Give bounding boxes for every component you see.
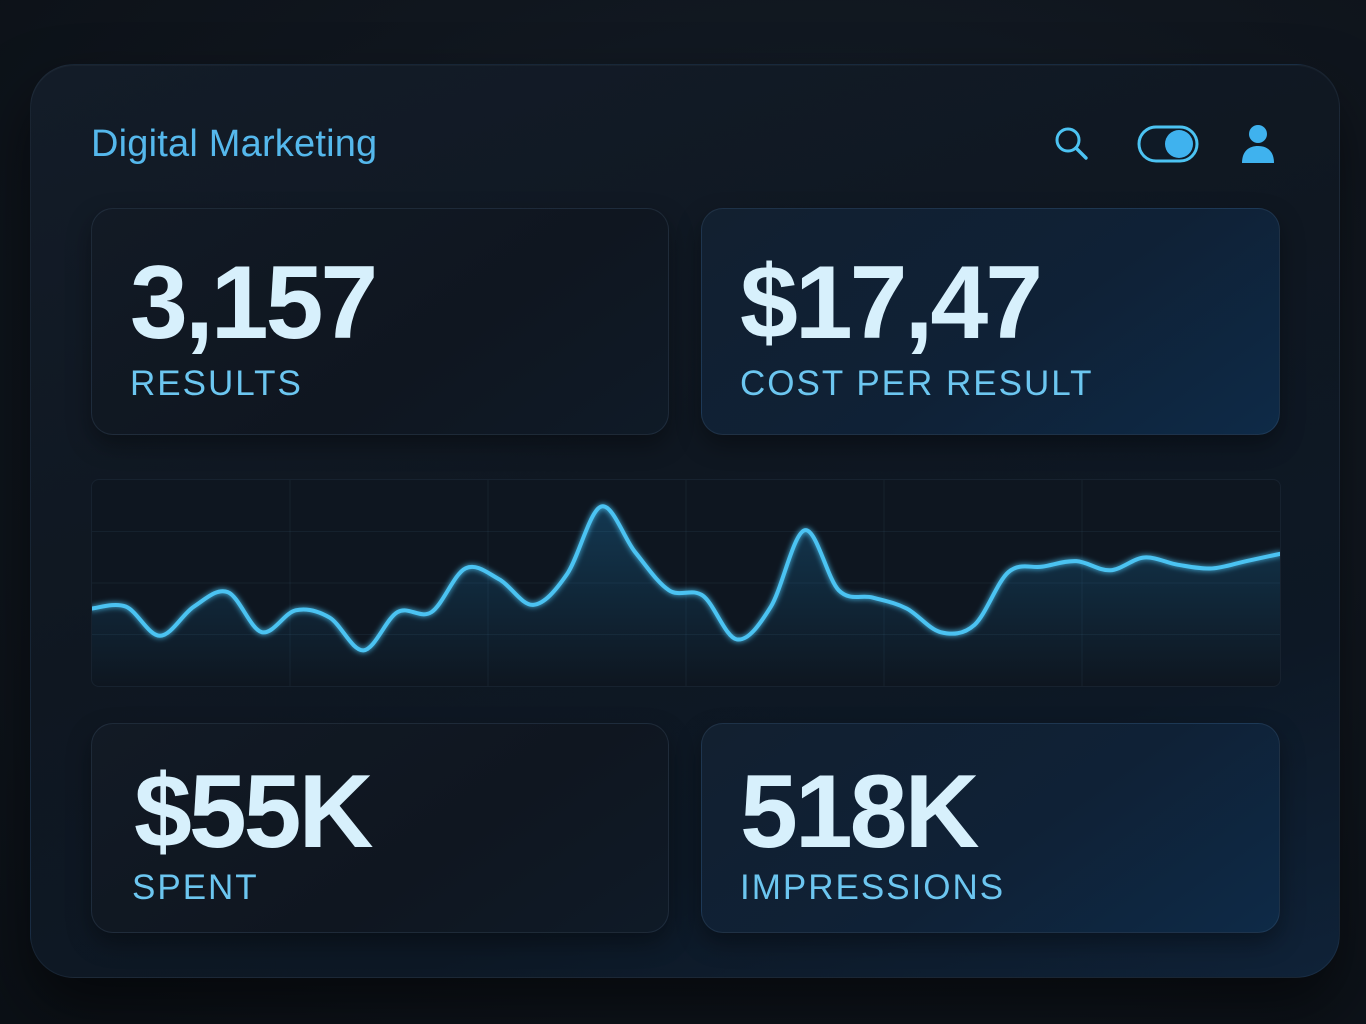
chart-data-point xyxy=(837,588,841,592)
chart-data-point xyxy=(1210,566,1214,570)
chart-data-point xyxy=(395,610,399,614)
impressions-card: 518K IMPRESSIONS xyxy=(701,723,1280,933)
chart-data-point xyxy=(599,505,603,509)
chart-data-point xyxy=(1142,556,1146,560)
chart-data-point xyxy=(497,577,501,581)
spent-label: SPENT xyxy=(132,868,259,907)
chart-data-point xyxy=(1006,570,1010,574)
results-card: 3,157 RESULTS xyxy=(91,208,669,435)
chart-data-point xyxy=(565,572,569,576)
chart-data-point xyxy=(939,630,943,634)
chart-data-point xyxy=(192,605,196,609)
chart-data-point xyxy=(769,605,773,609)
chart-data-point xyxy=(701,594,705,598)
chart-data-point xyxy=(803,528,807,532)
chart-data-point xyxy=(871,596,875,600)
chart-data-point xyxy=(973,623,977,627)
chart-data-point xyxy=(260,630,264,634)
results-label: RESULTS xyxy=(130,364,303,403)
chart-data-point xyxy=(226,590,230,594)
chart-data-point xyxy=(1176,563,1180,567)
spent-value: $55K xyxy=(134,754,374,870)
chart-data-point xyxy=(1040,565,1044,569)
chart-data-point xyxy=(735,637,739,641)
search-icon[interactable] xyxy=(1053,125,1091,163)
chart-data-point xyxy=(1108,568,1112,572)
performance-line-chart xyxy=(91,479,1281,687)
cost-per-result-card: $17,47 COST PER RESULT xyxy=(701,208,1280,435)
chart-data-point xyxy=(1244,559,1248,563)
dashboard-panel: Digital Marketing 3,157 RESULTS $17,47 C… xyxy=(30,64,1340,978)
chart-data-point xyxy=(328,616,332,620)
chart-data-point xyxy=(531,603,535,607)
chart-area-fill xyxy=(92,506,1280,686)
chart-data-point xyxy=(124,605,128,609)
chart-data-point xyxy=(633,550,637,554)
toggle-switch-icon[interactable] xyxy=(1137,125,1201,165)
page-title: Digital Marketing xyxy=(91,123,378,165)
chart-data-point xyxy=(1074,559,1078,563)
chart-data-point xyxy=(294,608,298,612)
chart-canvas xyxy=(92,480,1280,686)
user-icon[interactable] xyxy=(1239,123,1277,165)
chart-data-point xyxy=(463,566,467,570)
cost-per-result-label: COST PER RESULT xyxy=(740,364,1094,403)
impressions-label: IMPRESSIONS xyxy=(740,868,1006,907)
impressions-value: 518K xyxy=(740,754,980,870)
chart-data-point xyxy=(362,648,366,652)
results-value: 3,157 xyxy=(130,245,378,361)
spent-card: $55K SPENT xyxy=(91,723,669,933)
chart-data-point xyxy=(158,634,162,638)
chart-data-point xyxy=(667,588,671,592)
chart-series-line xyxy=(92,504,1280,653)
chart-data-point xyxy=(905,606,909,610)
cost-per-result-value: $17,47 xyxy=(740,245,1043,361)
chart-data-point xyxy=(429,610,433,614)
